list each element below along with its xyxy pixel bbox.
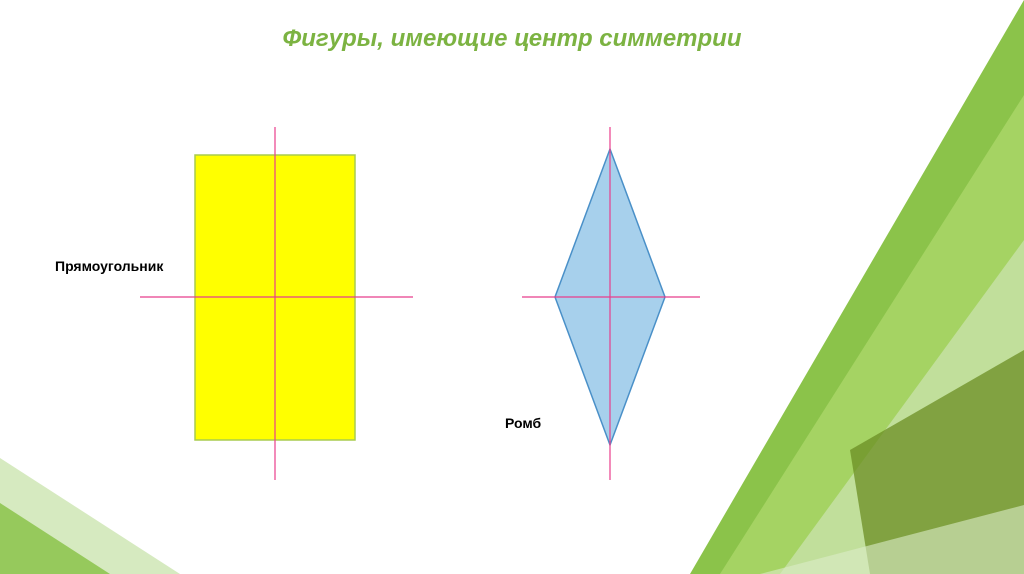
- rhombus-label: Ромб: [505, 415, 541, 431]
- rhombus-figure: [0, 0, 1024, 574]
- slide-title: Фигуры, имеющие центр симметрии: [0, 25, 1024, 53]
- rectangle-label: Прямоугольник: [55, 258, 163, 274]
